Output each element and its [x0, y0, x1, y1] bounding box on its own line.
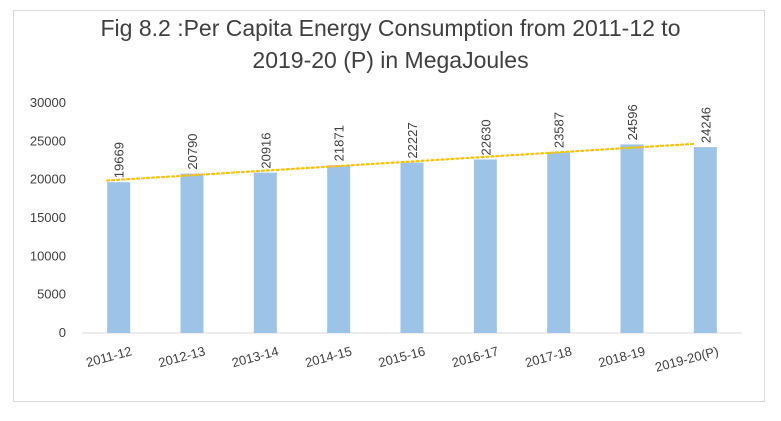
chart-title-line-1: Fig 8.2 :Per Capita Energy Consumption f…	[100, 15, 681, 41]
x-tick-label: 2019-20(P)	[653, 343, 720, 374]
x-tick-label: 2018-19	[597, 343, 647, 370]
bar	[180, 173, 204, 333]
data-label: 20790	[185, 133, 200, 169]
bar	[327, 165, 351, 333]
chart-title: Fig 8.2 :Per Capita Energy Consumption f…	[0, 12, 781, 76]
y-tick-label: 15000	[30, 210, 66, 225]
bar	[400, 162, 424, 333]
y-tick-label: 25000	[30, 133, 66, 148]
bar	[473, 159, 497, 333]
data-label: 22630	[478, 119, 493, 155]
bar	[253, 172, 277, 333]
bar	[107, 182, 131, 333]
data-label: 19669	[112, 142, 127, 178]
trend-line	[106, 142, 695, 182]
y-tick-label: 20000	[30, 172, 66, 187]
x-tick-label: 2017-18	[523, 343, 573, 370]
x-tick-label: 2012-13	[157, 343, 207, 370]
y-tick-label: 10000	[30, 248, 66, 263]
data-label: 24246	[698, 107, 713, 143]
x-tick-label: 2016-17	[450, 343, 500, 370]
data-label: 24596	[625, 104, 640, 140]
bar	[620, 144, 644, 333]
y-tick-label: 30000	[30, 95, 66, 110]
y-tick-label: 0	[59, 325, 66, 340]
data-label: 21871	[332, 125, 347, 161]
chart-title-line-2: 2019-20 (P) in MegaJoules	[252, 47, 529, 73]
data-label: 20916	[258, 132, 273, 168]
x-tick-label: 2014-15	[303, 343, 353, 370]
x-tick-label: 2013-14	[230, 343, 280, 370]
data-label: 23587	[552, 112, 567, 148]
data-label: 22227	[405, 122, 420, 158]
bar	[547, 152, 571, 333]
bar	[693, 147, 717, 333]
x-tick-label: 2011-12	[84, 343, 133, 370]
x-tick-label: 2015-16	[377, 343, 427, 370]
y-tick-label: 5000	[37, 287, 66, 302]
